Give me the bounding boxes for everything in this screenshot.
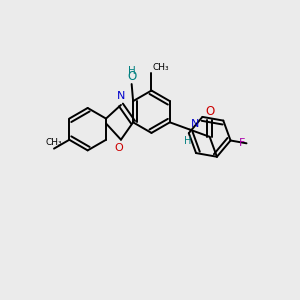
Text: O: O [205,105,214,118]
Text: N: N [117,91,125,101]
Text: CH₃: CH₃ [153,63,169,72]
Text: H: H [128,66,136,76]
Text: F: F [239,138,245,148]
Text: H: H [184,136,191,146]
Text: CH₃: CH₃ [46,138,62,147]
Text: N: N [190,119,199,129]
Text: O: O [127,70,136,83]
Text: O: O [114,143,123,153]
